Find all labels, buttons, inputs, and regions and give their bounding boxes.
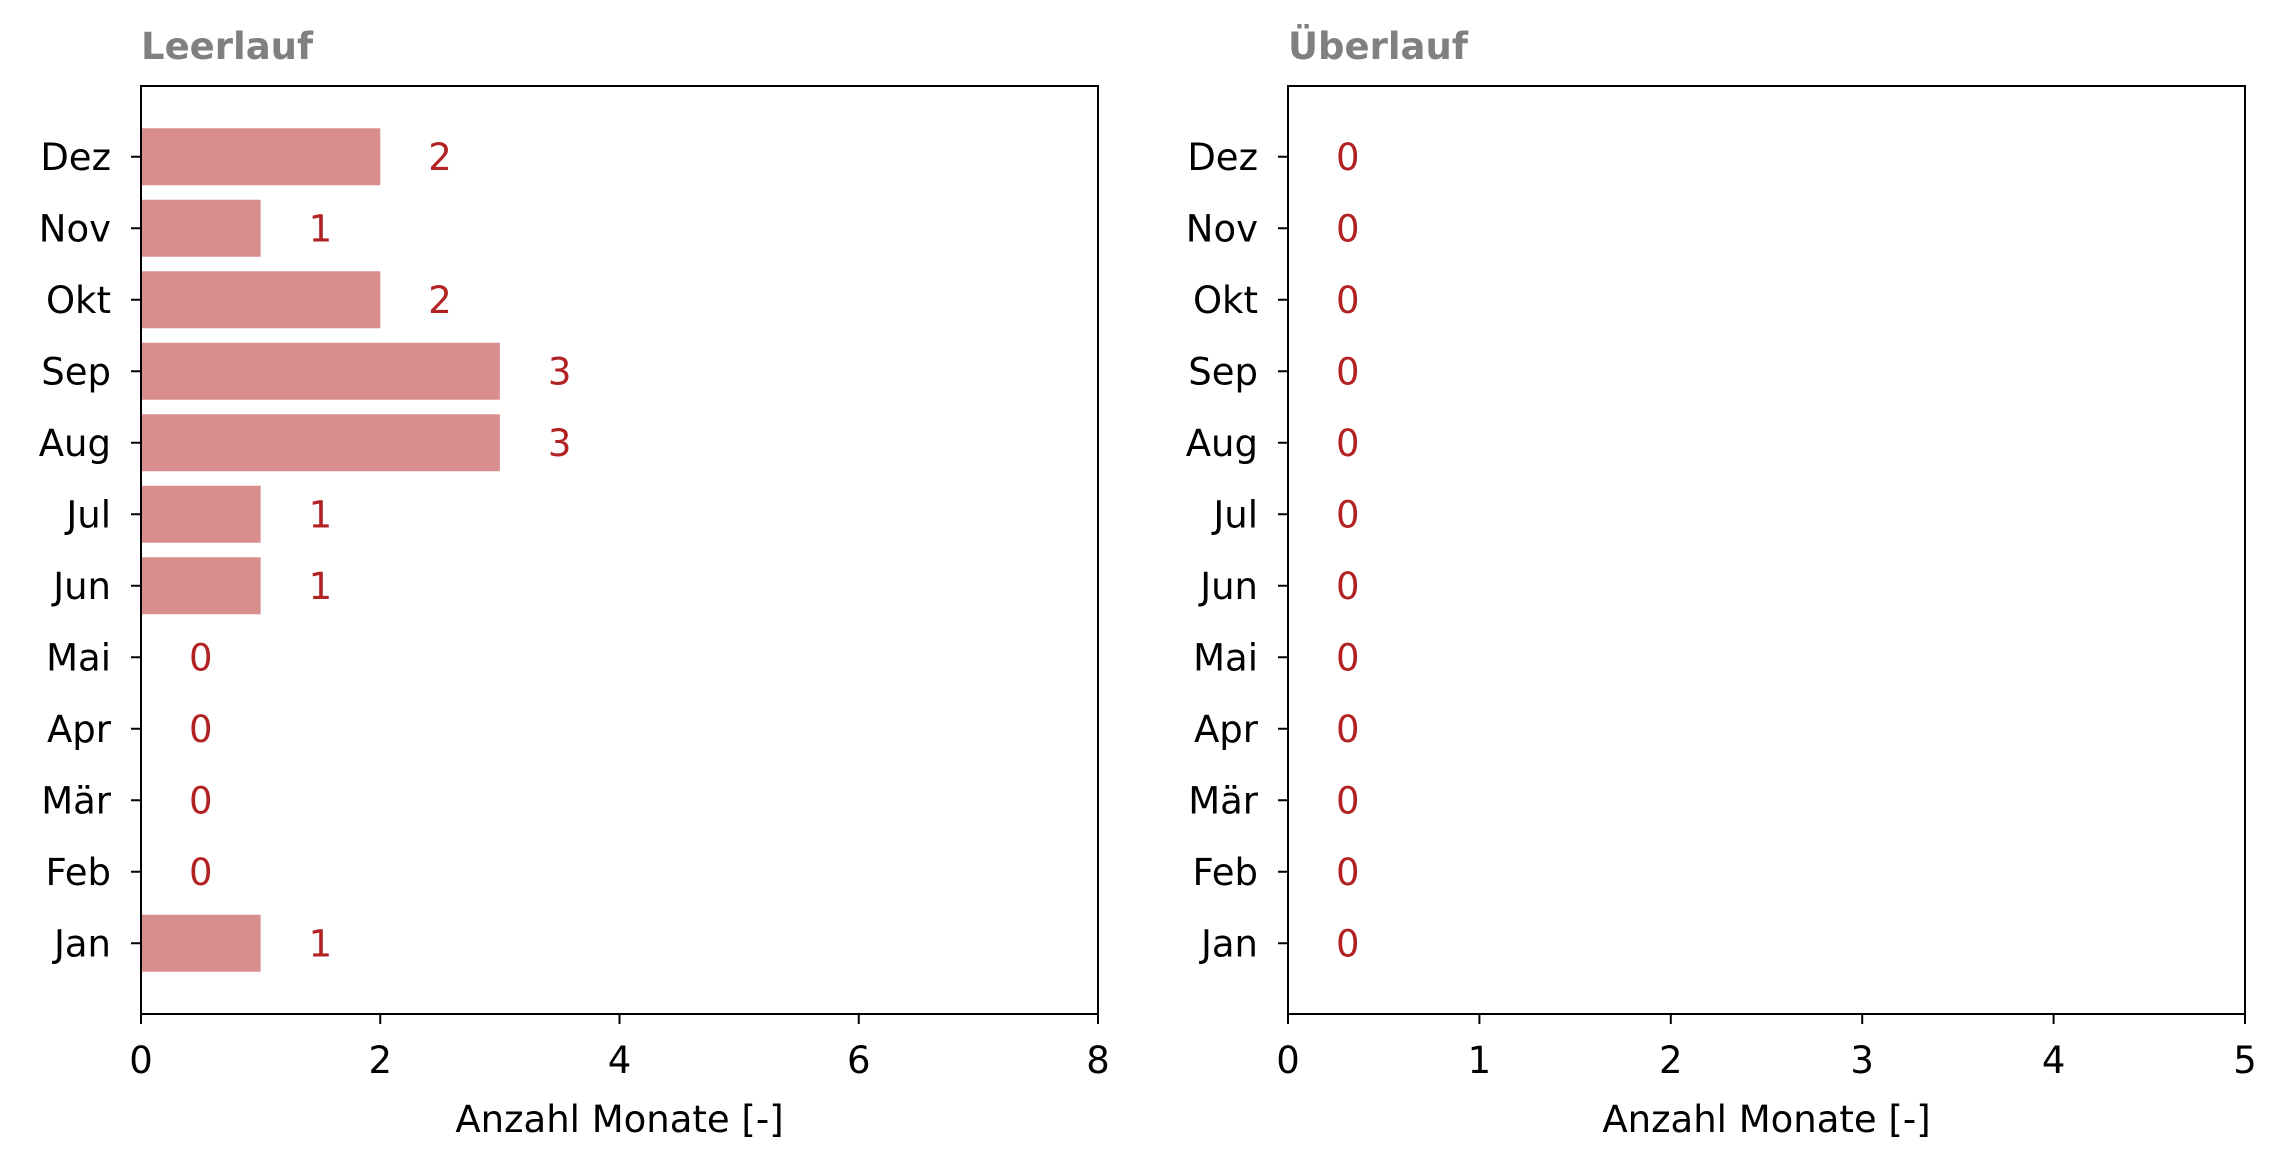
panel-ueberlauf: Überlauf Anzahl Monate [-] Jan Feb Mär Apr M… bbox=[1186, 24, 2257, 1141]
data-label-ueberlauf-12: 0 bbox=[1336, 136, 1360, 179]
panel-leerlauf: Leerlauf Anzahl Monate [-] Jan Feb Mär Apr M… bbox=[39, 25, 1110, 1141]
y-tick-label-ueberlauf-5: Mai bbox=[1193, 636, 1258, 679]
data-label-leerlauf-2: 0 bbox=[189, 851, 213, 894]
y-tick-label-leerlauf-6: Jun bbox=[51, 565, 111, 608]
x-tick-label-leerlauf-3: 6 bbox=[847, 1039, 871, 1082]
data-label-leerlauf-6: 1 bbox=[309, 565, 333, 608]
x-tick-label-leerlauf-2: 4 bbox=[608, 1039, 632, 1082]
panel-title-leerlauf: Leerlauf bbox=[141, 25, 314, 68]
y-tick-label-ueberlauf-7: Jul bbox=[1211, 493, 1258, 536]
y-tick-label-leerlauf-9: Sep bbox=[41, 350, 111, 393]
data-label-ueberlauf-4: 0 bbox=[1336, 708, 1360, 751]
x-tick-label-ueberlauf-2: 2 bbox=[1659, 1039, 1683, 1082]
y-tick-label-leerlauf-10: Okt bbox=[46, 279, 111, 322]
bar-leerlauf-7 bbox=[141, 485, 261, 543]
data-label-leerlauf-7: 1 bbox=[309, 493, 333, 536]
y-tick-label-leerlauf-8: Aug bbox=[39, 422, 111, 465]
x-tick-label-ueberlauf-5: 5 bbox=[2233, 1039, 2257, 1082]
y-tick-label-ueberlauf-10: Okt bbox=[1193, 279, 1258, 322]
axes-frame-leerlauf bbox=[140, 85, 1099, 1015]
x-axis-title-leerlauf: Anzahl Monate [-] bbox=[455, 1098, 783, 1141]
data-label-ueberlauf-9: 0 bbox=[1336, 350, 1360, 393]
data-label-ueberlauf-10: 0 bbox=[1336, 279, 1360, 322]
panel-title-ueberlauf: Überlauf bbox=[1288, 24, 1469, 68]
data-label-leerlauf-1: 1 bbox=[309, 922, 333, 965]
bar-leerlauf-9 bbox=[141, 342, 500, 400]
axes-frame-ueberlauf bbox=[1287, 85, 2246, 1015]
data-label-leerlauf-3: 0 bbox=[189, 779, 213, 822]
data-label-ueberlauf-3: 0 bbox=[1336, 779, 1360, 822]
x-axis-title-ueberlauf: Anzahl Monate [-] bbox=[1602, 1098, 1930, 1141]
y-tick-label-ueberlauf-9: Sep bbox=[1188, 350, 1258, 393]
bar-leerlauf-12 bbox=[141, 128, 381, 186]
data-label-leerlauf-5: 0 bbox=[189, 636, 213, 679]
data-label-ueberlauf-7: 0 bbox=[1336, 493, 1360, 536]
y-tick-label-leerlauf-3: Mär bbox=[41, 779, 112, 822]
x-tick-label-leerlauf-1: 2 bbox=[368, 1039, 392, 1082]
y-tick-label-ueberlauf-4: Apr bbox=[1194, 708, 1259, 751]
data-label-ueberlauf-5: 0 bbox=[1336, 636, 1360, 679]
y-tick-label-ueberlauf-8: Aug bbox=[1186, 422, 1258, 465]
bar-leerlauf-10 bbox=[141, 271, 381, 329]
data-label-ueberlauf-11: 0 bbox=[1336, 207, 1360, 250]
x-tick-label-ueberlauf-4: 4 bbox=[2042, 1039, 2066, 1082]
data-label-leerlauf-12: 2 bbox=[428, 136, 452, 179]
y-tick-label-leerlauf-11: Nov bbox=[39, 207, 111, 250]
bar-leerlauf-11 bbox=[141, 199, 261, 257]
data-label-ueberlauf-6: 0 bbox=[1336, 565, 1360, 608]
y-tick-label-ueberlauf-2: Feb bbox=[1192, 851, 1258, 894]
y-tick-label-leerlauf-5: Mai bbox=[46, 636, 111, 679]
data-label-leerlauf-10: 2 bbox=[428, 279, 452, 322]
y-tick-label-leerlauf-4: Apr bbox=[47, 708, 112, 751]
data-label-ueberlauf-1: 0 bbox=[1336, 922, 1360, 965]
data-label-leerlauf-4: 0 bbox=[189, 708, 213, 751]
bar-leerlauf-8 bbox=[141, 414, 500, 472]
x-tick-label-leerlauf-4: 8 bbox=[1086, 1039, 1110, 1082]
y-tick-label-leerlauf-7: Jul bbox=[64, 493, 111, 536]
data-label-leerlauf-8: 3 bbox=[548, 422, 572, 465]
y-tick-label-ueberlauf-1: Jan bbox=[1199, 922, 1258, 965]
bar-leerlauf-1 bbox=[141, 914, 261, 972]
data-label-leerlauf-11: 1 bbox=[309, 207, 333, 250]
data-label-leerlauf-9: 3 bbox=[548, 350, 572, 393]
x-tick-label-ueberlauf-0: 0 bbox=[1276, 1039, 1300, 1082]
y-tick-label-ueberlauf-6: Jun bbox=[1198, 565, 1258, 608]
x-tick-label-ueberlauf-1: 1 bbox=[1468, 1039, 1492, 1082]
y-tick-label-leerlauf-2: Feb bbox=[45, 851, 111, 894]
x-tick-label-leerlauf-0: 0 bbox=[129, 1039, 153, 1082]
y-tick-label-ueberlauf-3: Mär bbox=[1188, 779, 1259, 822]
y-tick-label-leerlauf-12: Dez bbox=[40, 136, 111, 179]
y-tick-label-ueberlauf-12: Dez bbox=[1187, 136, 1258, 179]
x-tick-label-ueberlauf-3: 3 bbox=[1850, 1039, 1874, 1082]
y-tick-label-ueberlauf-11: Nov bbox=[1186, 207, 1258, 250]
data-label-ueberlauf-8: 0 bbox=[1336, 422, 1360, 465]
y-tick-label-leerlauf-1: Jan bbox=[52, 922, 111, 965]
bar-leerlauf-6 bbox=[141, 557, 261, 615]
data-label-ueberlauf-2: 0 bbox=[1336, 851, 1360, 894]
